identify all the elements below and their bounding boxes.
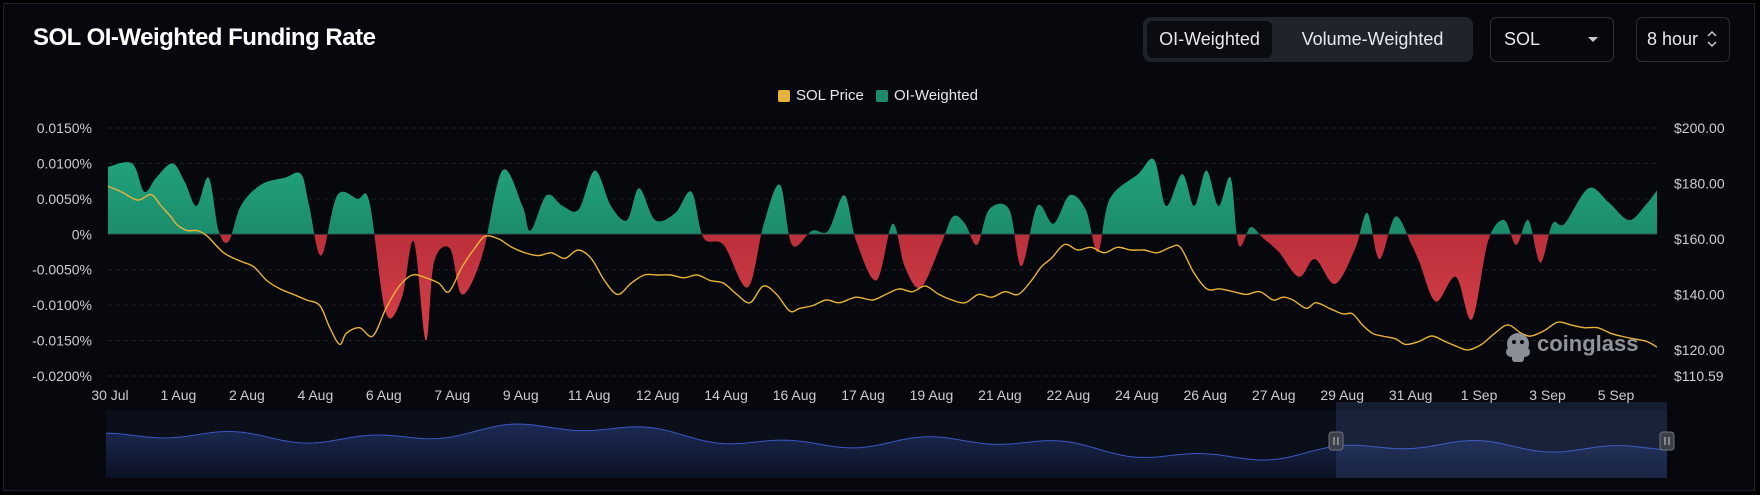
interval-select-value: 8 hour <box>1647 29 1699 49</box>
x-tick-label: 9 Aug <box>503 387 539 403</box>
x-tick-label: 29 Aug <box>1320 387 1364 403</box>
legend-swatch <box>778 90 790 102</box>
x-tick-label: 31 Aug <box>1389 387 1433 403</box>
symbol-select-value: SOL <box>1504 29 1541 49</box>
x-tick-label: 27 Aug <box>1252 387 1296 403</box>
y2-tick-label: $160.00 <box>1674 231 1725 247</box>
x-tick-label: 3 Sep <box>1529 387 1566 403</box>
navigator-line <box>105 423 1668 461</box>
symbol-select[interactable]: SOL <box>1490 17 1614 62</box>
y2-tick-label: $140.00 <box>1674 286 1725 302</box>
positive-funding-series <box>108 158 1657 235</box>
funding-area-positive <box>108 158 1657 235</box>
x-tick-label: 17 Aug <box>841 387 885 403</box>
y2-tick-label: $200.00 <box>1674 120 1725 136</box>
chevron-down-icon <box>1588 37 1598 42</box>
range-navigator[interactable] <box>105 402 1675 478</box>
tab-volume-weighted[interactable]: Volume-Weighted <box>1276 21 1469 58</box>
interval-select[interactable]: 8 hour <box>1636 17 1730 62</box>
y2-tick-label: $180.00 <box>1674 175 1725 191</box>
x-tick-label: 11 Aug <box>568 387 611 403</box>
x-tick-label: 12 Aug <box>636 387 680 403</box>
tab-oi-weighted[interactable]: OI-Weighted <box>1147 21 1272 58</box>
coinglass-logo-icon <box>1506 333 1530 362</box>
legend-label: OI-Weighted <box>894 87 978 104</box>
navigator-handle[interactable] <box>1659 431 1675 451</box>
x-tick-label: 16 Aug <box>773 387 817 403</box>
x-tick-label: 4 Aug <box>297 387 333 403</box>
legend-swatch <box>876 90 888 102</box>
navigator-handle[interactable] <box>1328 431 1344 451</box>
y-tick-label: 0.0100% <box>37 155 92 171</box>
funding-area-negative <box>219 234 1549 341</box>
x-tick-label: 21 Aug <box>978 387 1022 403</box>
x-tick-label: 30 Jul <box>91 387 128 403</box>
x-tick-label: 14 Aug <box>704 387 748 403</box>
y2-tick-label: $110.59 <box>1674 368 1724 384</box>
y-tick-label: -0.0150% <box>32 333 92 349</box>
tab-volume-weighted-label: Volume-Weighted <box>1301 29 1444 49</box>
negative-funding-series <box>108 233 1657 341</box>
y-tick-label: 0.0050% <box>37 191 92 207</box>
watermark: coinglass <box>1506 331 1638 362</box>
legend-label: SOL Price <box>796 87 864 104</box>
y2-tick-label: $120.00 <box>1674 342 1725 358</box>
x-tick-label: 5 Sep <box>1598 387 1635 403</box>
y-tick-label: -0.0050% <box>32 262 92 278</box>
watermark-text: coinglass <box>1537 331 1638 356</box>
x-tick-label: 22 Aug <box>1047 387 1091 403</box>
x-tick-label: 24 Aug <box>1115 387 1159 403</box>
chart-legend: SOL Price OI-Weighted <box>4 85 1760 107</box>
y-tick-label: -0.0200% <box>32 368 92 384</box>
up-down-chevron-icon <box>1707 30 1717 48</box>
page-title: SOL OI-Weighted Funding Rate <box>33 24 376 51</box>
y-tick-label: -0.0100% <box>32 297 92 313</box>
y-tick-label: 0% <box>72 226 92 242</box>
x-tick-label: 26 Aug <box>1183 387 1227 403</box>
axes: 0.0150% 0.0100% 0.0050% 0% -0.0050% -0.0100% -… <box>32 120 1725 403</box>
x-tick-label: 2 Aug <box>229 387 265 403</box>
x-tick-label: 1 Sep <box>1461 387 1498 403</box>
x-tick-label: 1 Aug <box>161 387 197 403</box>
sol-price-line <box>107 185 1658 351</box>
sol-price-series <box>107 185 1658 351</box>
y-tick-label: 0.0150% <box>37 120 92 136</box>
x-tick-label: 7 Aug <box>434 387 470 403</box>
navigator-area <box>106 424 1667 478</box>
x-tick-label: 6 Aug <box>366 387 402 403</box>
weighting-toggle: OI-Weighted Volume-Weighted <box>1143 17 1473 62</box>
navigator-selection[interactable] <box>1336 402 1667 478</box>
x-tick-label: 19 Aug <box>910 387 954 403</box>
tab-oi-weighted-label: OI-Weighted <box>1159 29 1260 49</box>
